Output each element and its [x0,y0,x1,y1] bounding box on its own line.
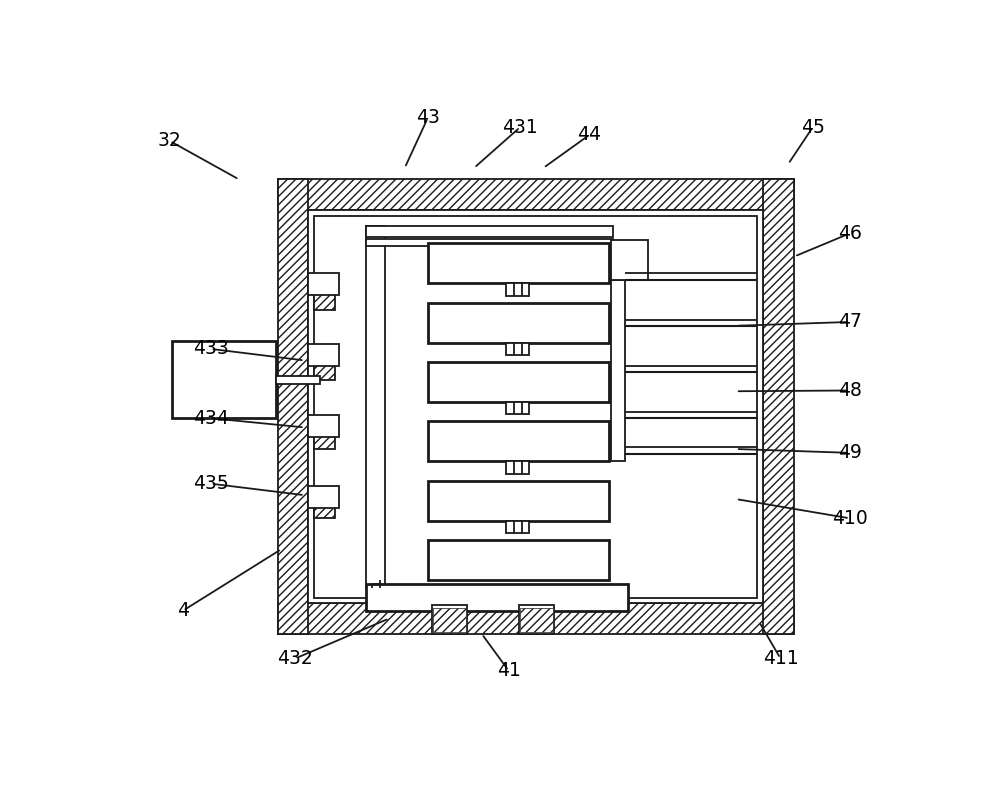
Text: 48: 48 [838,381,862,400]
Text: 49: 49 [838,443,862,462]
Bar [308,415,339,437]
Text: 4: 4 [177,601,189,620]
Bar [428,362,609,402]
Text: 41: 41 [497,661,521,680]
Bar [366,239,613,246]
Text: 433: 433 [193,340,229,359]
Bar [519,604,554,634]
Bar [432,604,467,634]
Bar [366,227,613,237]
Bar [308,210,763,603]
Bar [433,608,466,632]
Bar [611,280,625,461]
Bar [314,487,335,518]
Bar [428,303,609,343]
Bar [506,521,529,533]
Bar [366,226,385,588]
Bar [506,284,529,295]
Bar [428,243,609,284]
Bar [428,480,609,521]
Bar [278,603,794,634]
Bar [172,341,276,418]
Text: 432: 432 [277,649,313,668]
Bar [314,349,335,380]
Text: 32: 32 [158,131,182,151]
Text: 46: 46 [838,224,862,243]
Bar [366,584,628,611]
Bar [308,486,339,507]
Text: 43: 43 [416,108,440,127]
Text: 410: 410 [832,509,868,528]
Bar [276,376,320,384]
Bar [506,343,529,355]
Bar [278,179,794,210]
Text: 411: 411 [763,649,798,668]
Bar [506,461,529,474]
Text: 47: 47 [838,313,862,332]
Bar [520,608,553,632]
Bar [308,273,339,295]
Bar [314,418,335,449]
Text: 431: 431 [502,118,538,137]
Bar [611,240,648,280]
Text: 434: 434 [193,408,229,427]
Text: 44: 44 [578,126,602,145]
Bar [763,179,794,634]
Text: 435: 435 [193,474,229,493]
Bar [506,402,529,414]
Text: 45: 45 [801,118,825,137]
Bar [278,179,308,634]
Bar [428,540,609,580]
Bar [314,216,757,597]
Bar [428,421,609,461]
Bar [314,280,335,310]
Bar [308,344,339,366]
